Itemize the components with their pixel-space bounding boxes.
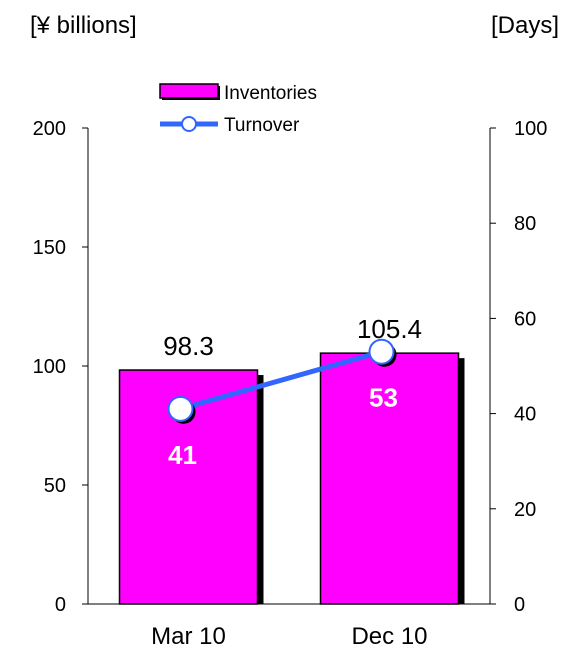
category-label: Mar 10	[151, 623, 226, 650]
right-tick-label: 0	[514, 594, 525, 616]
right-tick-label: 20	[514, 499, 536, 521]
left-axis-unit: [¥ billions]	[30, 12, 137, 39]
right-axis-unit: [Days]	[490, 12, 559, 39]
turnover-value-label: 53	[369, 383, 398, 413]
legend: Inventories Turnover	[159, 83, 317, 136]
turnover-series: 41 53	[167, 338, 398, 470]
left-tick-label: 100	[33, 356, 66, 378]
left-tick-label: 0	[55, 594, 66, 616]
right-tick-label: 40	[514, 404, 536, 426]
left-tick-label: 150	[33, 237, 66, 259]
bar-value-label: 105.4	[357, 314, 422, 344]
turnover-line	[179, 349, 383, 412]
legend-bar-label: Inventories	[224, 83, 317, 104]
right-tick-label: 100	[514, 118, 547, 140]
turnover-value-label: 41	[168, 440, 197, 470]
bars: 98.3 Mar 10 105.4 Dec 10	[118, 314, 465, 650]
turnover-marker	[167, 395, 194, 422]
category-label: Dec 10	[351, 623, 427, 650]
bar	[319, 352, 460, 605]
legend-line-label: Turnover	[224, 115, 300, 136]
bar-value-label: 98.3	[163, 331, 214, 361]
legend-bar-swatch	[159, 83, 219, 99]
axes: 0 50 100 150 200 0 20 40 60 80 100	[33, 118, 548, 616]
left-tick-label: 200	[33, 118, 66, 140]
right-tick-label: 80	[514, 213, 536, 235]
left-tick-label: 50	[44, 475, 66, 497]
turnover-marker	[368, 338, 395, 365]
legend-line-marker	[181, 116, 197, 132]
right-tick-label: 60	[514, 308, 536, 330]
